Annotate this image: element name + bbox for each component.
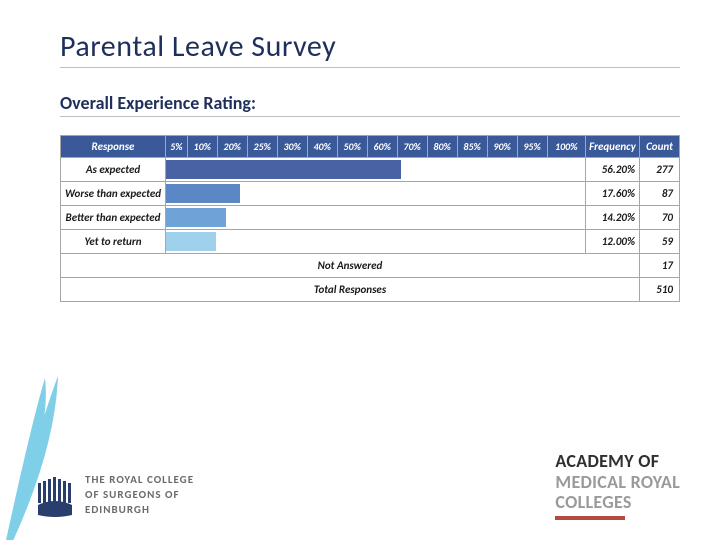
col-pct-0: 5% [166,136,188,158]
bar-cell [166,182,586,206]
summary-label: Total Responses [61,278,640,302]
col-pct-4: 30% [277,136,307,158]
col-count: Count [640,136,680,158]
summary-row: Not Answered17 [61,254,680,278]
table-row: Better than expected 14.20%70 [61,206,680,230]
col-pct-6: 50% [337,136,367,158]
col-pct-13: 100% [547,136,585,158]
row-label: As expected [61,158,166,182]
aomrc-line2: MEDICAL ROYAL [555,472,680,493]
col-pct-12: 95% [517,136,547,158]
aomrc-logo-block: ACADEMY OF MEDICAL ROYAL COLLEGES [555,451,680,520]
summary-row: Total Responses510 [61,278,680,302]
col-pct-9: 80% [427,136,457,158]
rcse-crest-icon [35,475,75,517]
footer: THE ROYAL COLLEGE OF SURGEONS OF EDINBUR… [0,448,720,528]
table-row: As expected 56.20%277 [61,158,680,182]
row-label: Worse than expected [61,182,166,206]
chart-body: As expected 56.20%277 Worse than expected 1… [61,158,680,302]
aomrc-line3: COLLEGES [555,492,680,513]
title-underline [60,67,680,68]
summary-count: 17 [640,254,680,278]
count-cell: 277 [640,158,680,182]
row-label: Yet to return [61,230,166,254]
subtitle-underline [60,116,680,117]
col-pct-8: 70% [397,136,427,158]
chart-header: Response5%10%20%25%30%40%50%60%70%80%85%… [61,136,680,158]
page-title: Parental Leave Survey [60,28,680,65]
subtitle: Overall Experience Rating: [60,92,680,114]
bar [166,208,225,227]
count-cell: 70 [640,206,680,230]
rcse-line2: OF SURGEONS OF [85,488,194,503]
col-pct-5: 40% [307,136,337,158]
bar [166,232,216,251]
count-cell: 59 [640,230,680,254]
row-label: Better than expected [61,206,166,230]
freq-cell: 12.00% [586,230,640,254]
col-pct-2: 20% [217,136,247,158]
bar [166,160,401,179]
rating-chart: Response5%10%20%25%30%40%50%60%70%80%85%… [60,135,680,302]
table-row: Yet to return 12.00%59 [61,230,680,254]
table-row: Worse than expected 17.60%87 [61,182,680,206]
aomrc-line1: ACADEMY OF [555,451,680,472]
summary-label: Not Answered [61,254,640,278]
rcse-line3: EDINBURGH [85,503,194,518]
rcse-line1: THE ROYAL COLLEGE [85,473,194,488]
freq-cell: 14.20% [586,206,640,230]
rcse-logo-block: THE ROYAL COLLEGE OF SURGEONS OF EDINBUR… [35,473,194,518]
aomrc-rule [555,516,625,520]
bar [166,184,240,203]
col-pct-11: 90% [487,136,517,158]
col-frequency: Frequency [586,136,640,158]
col-pct-7: 60% [367,136,397,158]
col-pct-10: 85% [457,136,487,158]
col-pct-3: 25% [247,136,277,158]
col-pct-1: 10% [187,136,217,158]
summary-count: 510 [640,278,680,302]
count-cell: 87 [640,182,680,206]
bar-cell [166,206,586,230]
freq-cell: 17.60% [586,182,640,206]
bar-cell [166,230,586,254]
freq-cell: 56.20% [586,158,640,182]
bar-cell [166,158,586,182]
col-response: Response [61,136,166,158]
